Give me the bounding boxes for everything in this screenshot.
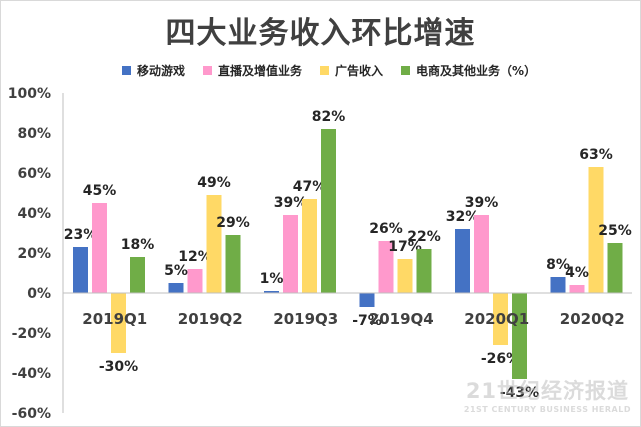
data-label: 29% (216, 215, 250, 231)
legend-swatch-mobile-games (122, 65, 131, 75)
y-tick-label: -40% (12, 366, 51, 382)
data-label: -7% (352, 313, 382, 329)
x-tick-label: 2019Q2 (178, 310, 243, 328)
data-label: 22% (407, 229, 441, 245)
y-tick-label: 100% (8, 86, 51, 102)
chart-title: 四大业务收入环比增速 (165, 16, 476, 51)
legend-label-advertising: 广告收入 (335, 63, 384, 78)
legend-label-live-streaming: 直播及增值业务 (218, 63, 303, 78)
bar (588, 167, 604, 293)
bar (302, 199, 317, 293)
bar (397, 259, 413, 293)
bar (550, 277, 566, 293)
data-label: 12% (178, 249, 212, 265)
bar (378, 241, 394, 293)
watermark-subtext: 21ST CENTURY BUSINESS HERALD (463, 405, 631, 414)
data-label: 32% (446, 209, 480, 225)
data-label: 23% (64, 227, 98, 243)
data-label: 26% (369, 221, 403, 237)
bar (168, 283, 184, 293)
data-label: 25% (598, 223, 632, 239)
data-label: 49% (197, 175, 231, 191)
bar (359, 293, 375, 307)
bar (187, 269, 203, 293)
data-label: 4% (565, 265, 589, 281)
watermark: 21世纪经济报道 21ST CENTURY BUSINESS HERALD (464, 375, 631, 414)
x-tick-label: 2020Q1 (464, 310, 529, 328)
data-label: 39% (465, 195, 499, 211)
bar (283, 215, 298, 293)
y-tick-label: -20% (12, 326, 51, 342)
legend-swatch-ecommerce (401, 65, 411, 75)
data-label: 1% (260, 271, 284, 287)
bar (206, 195, 222, 293)
legend-item-advertising: 广告收入 (320, 62, 383, 79)
bar (512, 293, 527, 379)
data-label: 45% (83, 183, 117, 199)
x-tick-label: 2019Q3 (273, 310, 338, 328)
x-tick-label: 2019Q1 (82, 310, 147, 328)
bar (493, 293, 508, 345)
legend-swatch-live-streaming (203, 65, 213, 75)
bar (321, 129, 336, 293)
data-label: 5% (164, 263, 188, 279)
data-label: 18% (121, 237, 155, 253)
data-label: 39% (274, 195, 308, 211)
y-tick-label: 80% (17, 126, 51, 142)
data-label: 8% (546, 257, 570, 273)
bar (92, 203, 107, 293)
legend-swatch-advertising (320, 65, 330, 75)
x-tick-label: 2020Q2 (560, 310, 625, 328)
bar (111, 293, 126, 353)
data-label: -30% (99, 359, 138, 375)
y-tick-label: -60% (12, 406, 51, 422)
y-tick-label: 20% (17, 246, 51, 262)
data-label: 17% (388, 239, 422, 255)
bar (569, 285, 585, 293)
bar (130, 257, 145, 293)
bar (225, 235, 241, 293)
chart-legend: 移动游戏 直播及增值业务 广告收入 电商及其他业务（%） (122, 62, 536, 78)
legend-label-ecommerce: 电商及其他业务（%） (416, 63, 537, 78)
bar (455, 229, 470, 293)
bar (474, 215, 489, 293)
watermark-text: 21世纪经济报道 (465, 379, 630, 403)
bar (264, 291, 279, 293)
data-label: 82% (312, 109, 346, 125)
bar (416, 249, 432, 293)
x-tick-label: 2019Q4 (369, 310, 434, 328)
legend-label-mobile-games: 移动游戏 (137, 63, 186, 78)
bar (73, 247, 88, 293)
data-label: 47% (293, 179, 327, 195)
legend-item-mobile-games: 移动游戏 (122, 62, 185, 79)
legend-item-live-streaming: 直播及增值业务 (203, 62, 302, 79)
bar (607, 243, 623, 293)
y-tick-label: 40% (17, 206, 51, 222)
data-label: 63% (579, 147, 613, 163)
legend-item-ecommerce: 电商及其他业务（%） (401, 62, 536, 79)
y-tick-label: 60% (17, 166, 51, 182)
y-tick-label: 0% (27, 286, 51, 302)
data-label: -43% (500, 385, 539, 401)
data-label: -26% (481, 351, 520, 367)
